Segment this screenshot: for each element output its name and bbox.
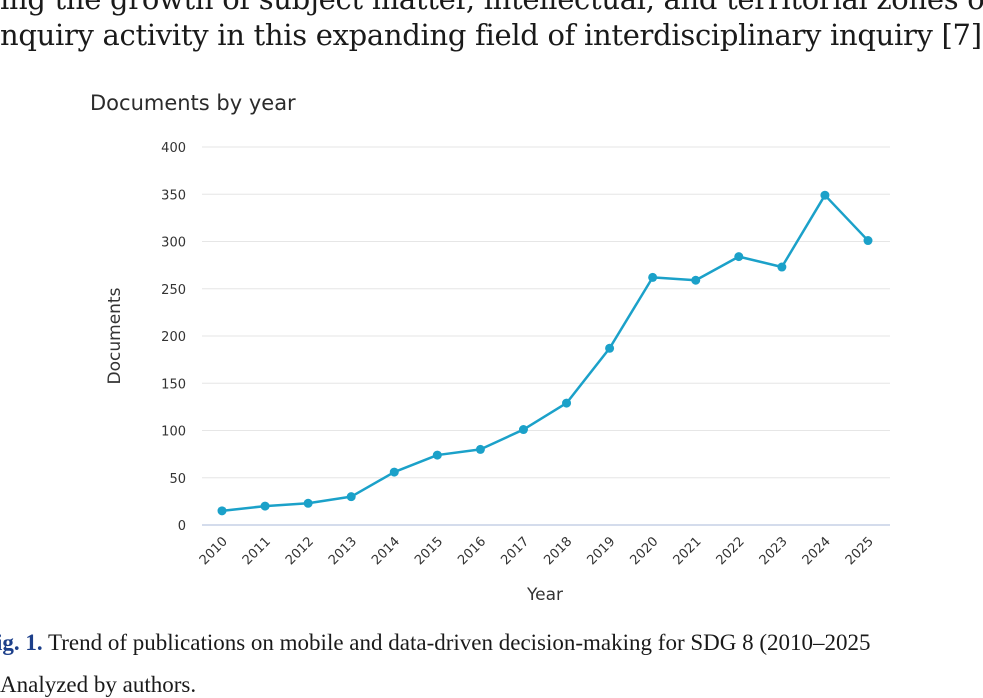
data-point: [260, 501, 270, 511]
data-point: [475, 444, 485, 454]
documents-by-year-chart: Documents by year 0 50 100 150 200 250 300 350 40…: [90, 91, 890, 605]
data-point: [303, 498, 313, 508]
y-tick-label: 150: [161, 377, 186, 392]
y-tick-label: 50: [169, 472, 186, 487]
data-point: [777, 262, 787, 272]
x-tick-label: 2016: [455, 534, 489, 568]
data-point: [389, 467, 399, 477]
x-tick-label: 2022: [714, 534, 748, 568]
x-tick-label: 2019: [584, 534, 618, 568]
x-tick-label: 2013: [326, 534, 360, 568]
data-point: [691, 275, 701, 285]
x-tick-label: 2023: [757, 534, 791, 568]
paragraph-line: nquiry activity in this expanding field …: [0, 18, 983, 52]
data-point: [346, 492, 356, 502]
x-tick-label: 2020: [627, 534, 661, 568]
data-point: [820, 190, 830, 200]
data-point: [562, 398, 572, 408]
x-tick-label: 2017: [498, 534, 532, 568]
data-point: [648, 272, 658, 282]
x-tick-label: 2011: [240, 534, 274, 568]
y-tick-label: 350: [161, 188, 186, 203]
paragraph-line-top: ing the growth of subject matter, intell…: [0, 0, 983, 16]
x-tick-label: 2010: [197, 534, 231, 568]
x-axis-label: Year: [526, 585, 563, 605]
data-point: [734, 252, 744, 262]
y-tick-label: 400: [161, 141, 186, 156]
chart-title: Documents by year: [90, 91, 296, 115]
data-point: [518, 425, 528, 435]
y-tick-label: 300: [161, 236, 186, 251]
figure-label: ig. 1.: [0, 630, 43, 655]
y-tick-label: 100: [161, 425, 186, 440]
figure-caption-text: Trend of publications on mobile and data…: [42, 630, 871, 655]
data-point: [863, 236, 873, 246]
x-tick-label: 2012: [283, 534, 317, 568]
y-axis-label: Documents: [105, 287, 125, 384]
data-point: [217, 506, 227, 516]
y-tick-label: 200: [161, 330, 186, 345]
data-point: [432, 450, 442, 460]
y-tick-label: 0: [178, 519, 186, 534]
x-tick-label: 2024: [800, 534, 834, 568]
x-tick-label: 2025: [843, 534, 877, 568]
figure-caption: ig. 1. Trend of publications on mobile a…: [0, 630, 871, 656]
x-tick-label: 2015: [412, 534, 446, 568]
series-line: [221, 193, 869, 513]
figure-caption-line-2: Analyzed by authors.: [0, 672, 197, 697]
y-tick-label: 250: [161, 283, 186, 298]
data-point: [605, 343, 615, 353]
x-tick-label: 2014: [369, 534, 403, 568]
x-tick-label: 2018: [541, 534, 575, 568]
x-tick-label: 2021: [671, 534, 705, 568]
